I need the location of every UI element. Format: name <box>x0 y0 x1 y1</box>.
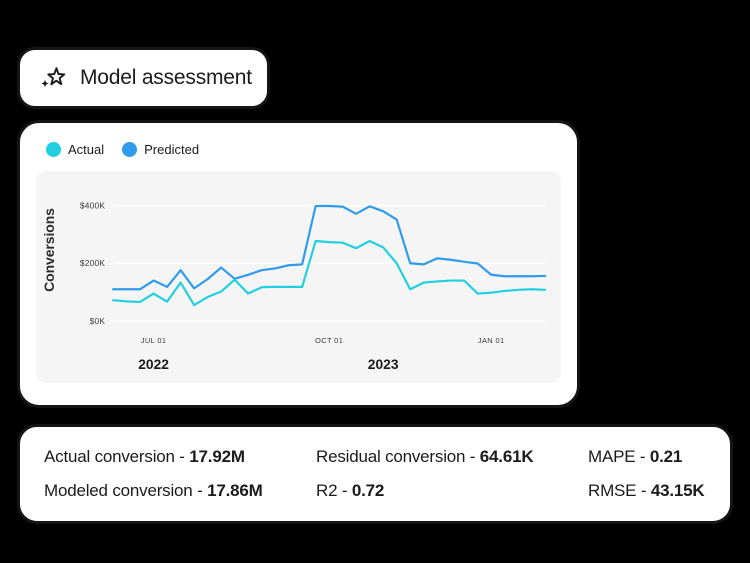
metric-rmse: RMSE - 43.15K <box>588 481 705 501</box>
metric-r2: R2 - 0.72 <box>316 481 588 501</box>
metric-label: Residual conversion - <box>316 447 480 466</box>
svg-text:OCT 01: OCT 01 <box>315 336 343 345</box>
metric-label: Modeled conversion - <box>44 481 208 500</box>
metric-mape: MAPE - 0.21 <box>588 447 704 467</box>
metrics-card: Actual conversion - 17.92M Modeled conve… <box>17 424 733 524</box>
model-assessment-pill[interactable]: Model assessment <box>17 47 270 109</box>
legend-dot-predicted <box>122 141 138 157</box>
metric-value: 0.72 <box>351 481 385 500</box>
metric-residual-conversion: Residual conversion - 64.61K <box>316 447 588 467</box>
metric-value: 64.61K <box>479 447 534 466</box>
metric-value: 43.15K <box>650 481 705 500</box>
chart-card: Actual Predicted Conversions $0K $200K $40… <box>17 120 580 408</box>
metric-label: MAPE - <box>588 447 650 466</box>
svg-text:JUL 01: JUL 01 <box>141 336 167 345</box>
metrics-column-2: Residual conversion - 64.61K R2 - 0.72 <box>316 447 588 501</box>
metrics-column-3: MAPE - 0.21 RMSE - 43.15K <box>588 447 705 501</box>
sparkle-icon <box>41 67 66 87</box>
legend-dot-actual <box>46 141 61 157</box>
svg-text:$0K: $0K <box>90 316 106 326</box>
metric-value: 0.21 <box>649 447 683 466</box>
legend-label-actual: Actual <box>68 141 105 157</box>
metric-label: R2 - <box>316 481 352 500</box>
svg-text:$400K: $400K <box>80 200 105 210</box>
svg-text:2022: 2022 <box>138 356 169 372</box>
metrics-column-1: Actual conversion - 17.92M Modeled conve… <box>44 447 316 501</box>
legend-item-predicted[interactable]: Predicted <box>122 141 200 157</box>
svg-text:$200K: $200K <box>80 258 105 268</box>
metric-label: RMSE - <box>588 481 651 500</box>
metric-actual-conversion: Actual conversion - 17.92M <box>44 447 316 467</box>
metric-modeled-conversion: Modeled conversion - 17.86M <box>44 481 316 501</box>
svg-text:JAN 01: JAN 01 <box>478 336 505 345</box>
metric-label: Actual conversion - <box>44 447 190 466</box>
svg-text:2023: 2023 <box>368 356 399 372</box>
legend-item-actual[interactable]: Actual <box>46 141 105 157</box>
metric-value: 17.92M <box>189 447 245 466</box>
chart-legend: Actual Predicted <box>36 137 561 161</box>
plot-panel: Conversions $0K $200K $400K JUL 01 OCT 01 JAN… <box>36 171 561 383</box>
page-title: Model assessment <box>80 66 252 89</box>
legend-label-predicted: Predicted <box>144 141 200 157</box>
conversions-line-chart: $0K $200K $400K JUL 01 OCT 01 JAN 01 2022 2023 <box>80 200 547 372</box>
metric-value: 17.86M <box>207 481 263 500</box>
